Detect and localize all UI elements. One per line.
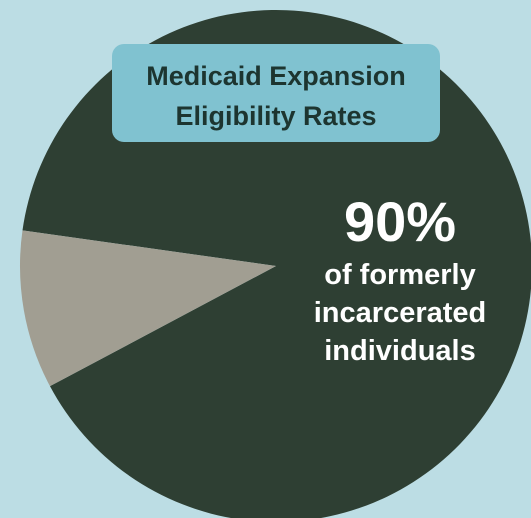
data-label: 90% [343, 190, 457, 253]
chart-title: Medicaid Expansion Eligibility Rates [112, 44, 440, 142]
annotation: of formerly incarcerated individuals [313, 259, 487, 367]
pie-slice [19, 230, 276, 387]
